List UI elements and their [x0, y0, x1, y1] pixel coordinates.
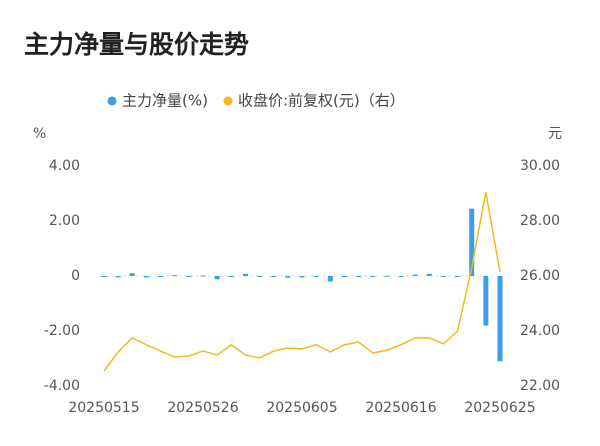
- bar: [129, 273, 135, 276]
- y2-tick-label: 30.00: [520, 158, 560, 174]
- y2-tick-label: 24.00: [520, 323, 560, 339]
- bar: [158, 276, 164, 277]
- bar: [271, 276, 277, 277]
- y2-tick-label: 28.00: [520, 213, 560, 229]
- bar: [200, 275, 206, 277]
- y-tick-label: 4.00: [49, 158, 80, 174]
- bar: [412, 274, 418, 276]
- bar: [228, 276, 234, 277]
- bar: [327, 276, 333, 282]
- chart-title: 主力净量与股价走势: [24, 30, 249, 59]
- y2-axis-label: 元: [548, 126, 562, 142]
- bar: [214, 276, 220, 280]
- y2-tick-label: 26.00: [520, 268, 560, 284]
- y-tick-label: 0: [71, 268, 80, 284]
- bar: [384, 275, 390, 277]
- legend-marker: [223, 96, 233, 106]
- x-tick-label: 20250526: [167, 400, 238, 416]
- bar: [426, 273, 432, 276]
- bar: [483, 276, 489, 326]
- y-axis-label: %: [33, 126, 46, 142]
- bar: [398, 276, 404, 277]
- bar: [186, 276, 192, 277]
- bar: [313, 276, 319, 278]
- bar: [455, 276, 461, 277]
- bar: [469, 208, 475, 276]
- x-tick-label: 20250616: [365, 400, 436, 416]
- y-tick-label: 2.00: [49, 213, 80, 229]
- bar: [440, 276, 446, 277]
- bar: [370, 276, 376, 277]
- x-tick-label: 20250515: [68, 400, 139, 416]
- legend-label: 主力净量(%): [122, 92, 208, 110]
- bar: [143, 276, 149, 278]
- bar: [285, 276, 291, 278]
- bar: [497, 276, 503, 362]
- bar: [257, 276, 263, 277]
- bar: [299, 276, 305, 278]
- y-tick-label: -2.00: [44, 323, 80, 339]
- bar: [101, 276, 107, 277]
- y-tick-label: -4.00: [44, 378, 80, 394]
- bar: [356, 276, 362, 277]
- x-tick-label: 20250605: [266, 400, 337, 416]
- price-line: [103, 191, 501, 372]
- bar: [172, 275, 178, 277]
- x-tick-label: 20250625: [464, 400, 535, 416]
- y2-tick-label: 22.00: [520, 378, 560, 394]
- bar: [341, 276, 347, 277]
- bar: [115, 276, 121, 278]
- bar: [242, 273, 248, 276]
- legend-label: 收盘价:前复权(元)（右）: [238, 92, 405, 110]
- legend-marker: [107, 96, 117, 106]
